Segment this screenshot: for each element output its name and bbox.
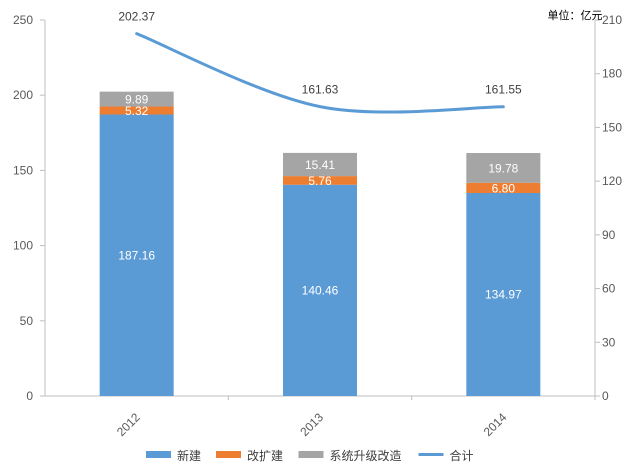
bar-value-label: 6.80 [492,181,516,195]
bar-segment [466,193,541,396]
bar-value-label: 5.32 [125,104,149,118]
bar-segment [99,106,174,115]
bar-value-label: 140.46 [302,283,339,297]
bar-value-label: 134.97 [485,288,522,302]
legend: 新建 改扩建 系统升级改造 合计 [146,448,474,463]
x-tick-label: 2012 [114,410,143,439]
bar-value-label: 187.16 [118,248,155,262]
y-right-tick-label: 30 [602,335,616,349]
y-right-tick-label: 90 [602,228,616,242]
y-left-tick-label: 50 [20,314,34,328]
y-right-tick-label: 120 [602,174,622,188]
legend-label: 改扩建 [247,449,283,463]
y-right-tick-label: 210 [602,13,622,27]
bar-value-label: 9.89 [125,93,149,107]
legend-swatch [298,451,324,458]
y-right-tick-label: 0 [602,389,609,403]
y-right-tick-label: 180 [602,67,622,81]
bar-segment [466,182,541,194]
bar-segment [283,176,357,185]
unit-label: 单位：亿元 [548,8,603,22]
bar-value-label: 15.41 [305,158,335,172]
bar-segment [283,184,357,396]
bar-segment [99,114,174,397]
y-left-tick-label: 200 [13,88,33,102]
total-line [135,32,505,114]
legend-label: 系统升级改造 [330,449,402,463]
legend-swatch [216,451,241,458]
bar-value-label: 19.78 [488,161,518,175]
y-right-tick-label: 60 [602,282,616,296]
legend-label: 合计 [450,448,474,463]
data-labels: 187.16 5.329.89 140.46 5.76 15.41 134.97 6.80 1… [118,10,522,302]
bar-segment [466,153,541,183]
bar-segment [283,152,357,177]
y-left-tick-label: 100 [13,239,33,253]
total-value-label: 202.37 [118,10,155,24]
total-value-label: 161.55 [485,83,522,97]
x-tick-label: 2014 [481,410,510,439]
x-tick-label: 2013 [297,410,326,439]
y-left-tick-label: 0 [26,389,33,403]
bar-value-label: 5.76 [308,174,332,188]
y-left-tick-label: 250 [13,13,33,27]
legend-label: 新建 [177,448,201,463]
legend-swatch [146,451,171,458]
total-value-label: 161.63 [302,83,339,97]
total-line-path [135,32,505,114]
y-left-tick-label: 150 [13,163,33,177]
y-right-tick-label: 150 [602,120,622,134]
bars [99,91,541,397]
bar-segment [99,91,174,107]
